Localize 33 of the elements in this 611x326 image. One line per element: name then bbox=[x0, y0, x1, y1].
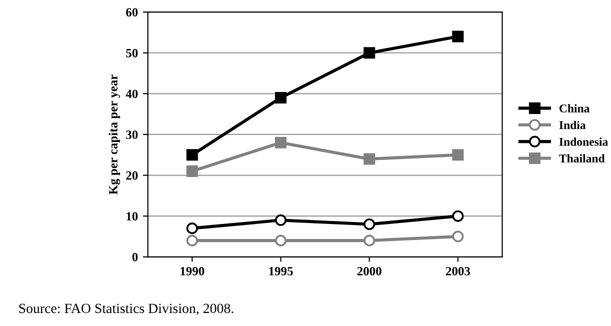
y-tick-label: 40 bbox=[126, 90, 138, 98]
point bbox=[274, 234, 287, 246]
point bbox=[364, 47, 376, 59]
point bbox=[452, 230, 464, 242]
legend-label: China bbox=[559, 104, 590, 112]
point bbox=[186, 165, 198, 177]
point bbox=[186, 149, 198, 161]
point bbox=[452, 149, 464, 161]
x-tick-label: 1995 bbox=[269, 267, 293, 276]
legend-label: Thailand bbox=[559, 154, 605, 162]
point bbox=[274, 136, 287, 148]
y-tick-label: 0 bbox=[132, 252, 138, 262]
y-tick-label: 60 bbox=[126, 8, 138, 17]
point bbox=[186, 222, 198, 234]
y-tick-label: 10 bbox=[126, 212, 138, 221]
point bbox=[186, 234, 198, 246]
point bbox=[452, 210, 464, 222]
legend-label: India bbox=[559, 120, 586, 130]
y-tick-label: 50 bbox=[126, 48, 138, 58]
x-tick-label: 2000 bbox=[357, 266, 382, 276]
x-tick-label: 1990 bbox=[180, 266, 204, 276]
y-tick-label: 30 bbox=[126, 130, 138, 139]
point bbox=[364, 218, 376, 230]
point bbox=[274, 92, 287, 104]
y-axis-title: Kg per capita per year bbox=[108, 74, 120, 194]
point bbox=[452, 30, 464, 42]
legend-label: Indonesia bbox=[559, 138, 608, 146]
point bbox=[364, 153, 376, 165]
x-tick-label: 2003 bbox=[446, 266, 470, 276]
point bbox=[274, 214, 287, 226]
point bbox=[364, 234, 376, 246]
source-note: Source: FAO Statistics Division, 2008. bbox=[19, 304, 234, 316]
y-tick-label: 20 bbox=[126, 171, 138, 180]
